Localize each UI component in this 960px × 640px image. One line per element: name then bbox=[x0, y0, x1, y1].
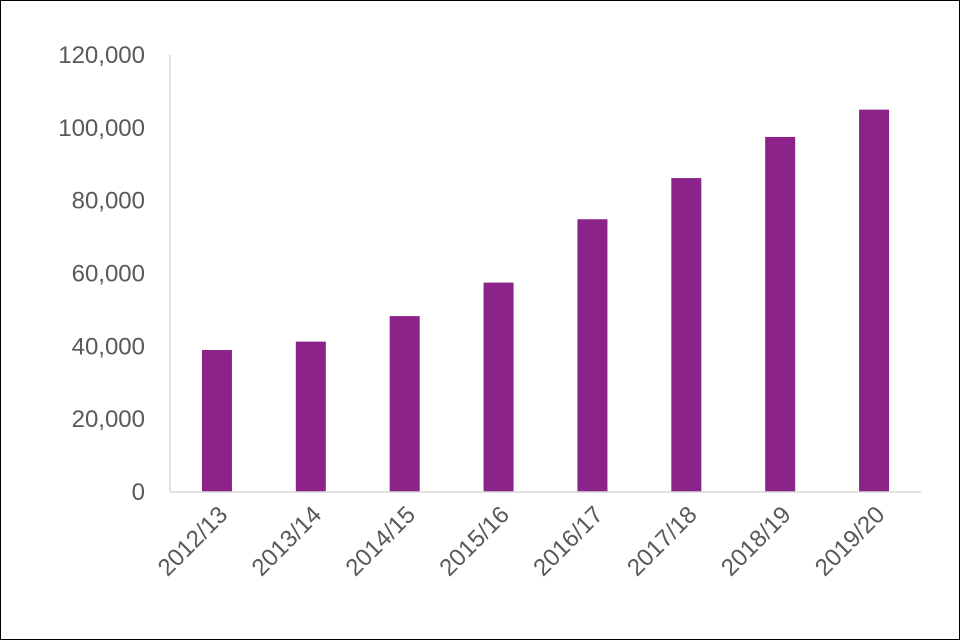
y-axis: 0 20,000 40,000 60,000 80,000 100,000 120,000 bbox=[58, 42, 171, 506]
x-tick-label: 2016/17 bbox=[528, 501, 608, 581]
x-axis: 2012/13 2013/14 2014/15 2015/16 2016/17 2017/… bbox=[153, 491, 921, 582]
y-tick-label: 0 bbox=[132, 479, 145, 506]
y-tick-label: 40,000 bbox=[72, 333, 145, 360]
bar-2019-20 bbox=[859, 109, 890, 492]
y-tick-label: 120,000 bbox=[58, 42, 145, 69]
bar-2015-16 bbox=[483, 282, 514, 492]
bar-2017-18 bbox=[671, 178, 702, 493]
y-tick-label: 20,000 bbox=[72, 406, 145, 433]
x-tick-label: 2012/13 bbox=[153, 501, 233, 581]
y-tick-label: 80,000 bbox=[72, 188, 145, 215]
bar-2016-17 bbox=[577, 219, 608, 492]
x-tick-label: 2019/20 bbox=[810, 501, 890, 581]
x-tick-label: 2014/15 bbox=[340, 501, 420, 581]
bar-2012-13 bbox=[201, 349, 232, 492]
bar-2018-19 bbox=[765, 136, 796, 492]
bar-2014-15 bbox=[389, 316, 420, 492]
y-tick-label: 100,000 bbox=[58, 115, 145, 142]
x-tick-label: 2017/18 bbox=[622, 501, 702, 581]
x-tick-label: 2018/19 bbox=[716, 501, 796, 581]
y-tick-label: 60,000 bbox=[72, 261, 145, 288]
x-tick-label: 2013/14 bbox=[247, 501, 327, 581]
bars-group bbox=[201, 109, 890, 493]
bar-2013-14 bbox=[295, 341, 326, 492]
x-tick-label: 2015/16 bbox=[434, 501, 514, 581]
